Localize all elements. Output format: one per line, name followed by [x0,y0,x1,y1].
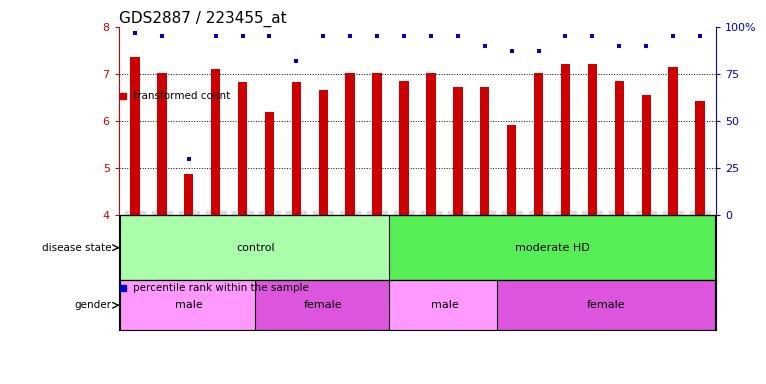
Bar [669,67,678,215]
Text: female: female [304,300,342,310]
Bar [497,280,715,330]
Bar [399,81,409,215]
Text: female: female [587,300,625,310]
Bar [696,101,705,215]
Bar [389,280,499,330]
Text: male: male [175,300,202,310]
Bar [507,125,516,215]
Text: transformed count: transformed count [133,91,230,101]
Bar [254,280,392,330]
Bar [237,83,247,215]
Bar [561,64,570,215]
Text: gender: gender [74,300,111,310]
Text: male: male [430,300,458,310]
Text: percentile rank within the sample: percentile rank within the sample [133,283,309,293]
Bar [292,83,301,215]
Bar [426,73,436,215]
Bar [389,215,715,280]
Text: moderate HD: moderate HD [515,243,589,253]
Bar [480,87,489,215]
Bar [265,112,274,215]
Bar [588,64,597,215]
Bar [641,95,651,215]
Bar [453,87,463,215]
Text: GDS2887 / 223455_at: GDS2887 / 223455_at [119,11,286,27]
Bar [120,215,392,280]
Bar [319,90,328,215]
Bar [130,58,139,215]
Bar [184,174,193,215]
Text: disease state: disease state [41,243,111,253]
Bar [211,69,221,215]
Bar [534,73,543,215]
Bar [157,73,166,215]
Bar [614,81,624,215]
Bar [372,73,381,215]
Bar [120,280,257,330]
Text: control: control [237,243,275,253]
Bar [345,73,355,215]
